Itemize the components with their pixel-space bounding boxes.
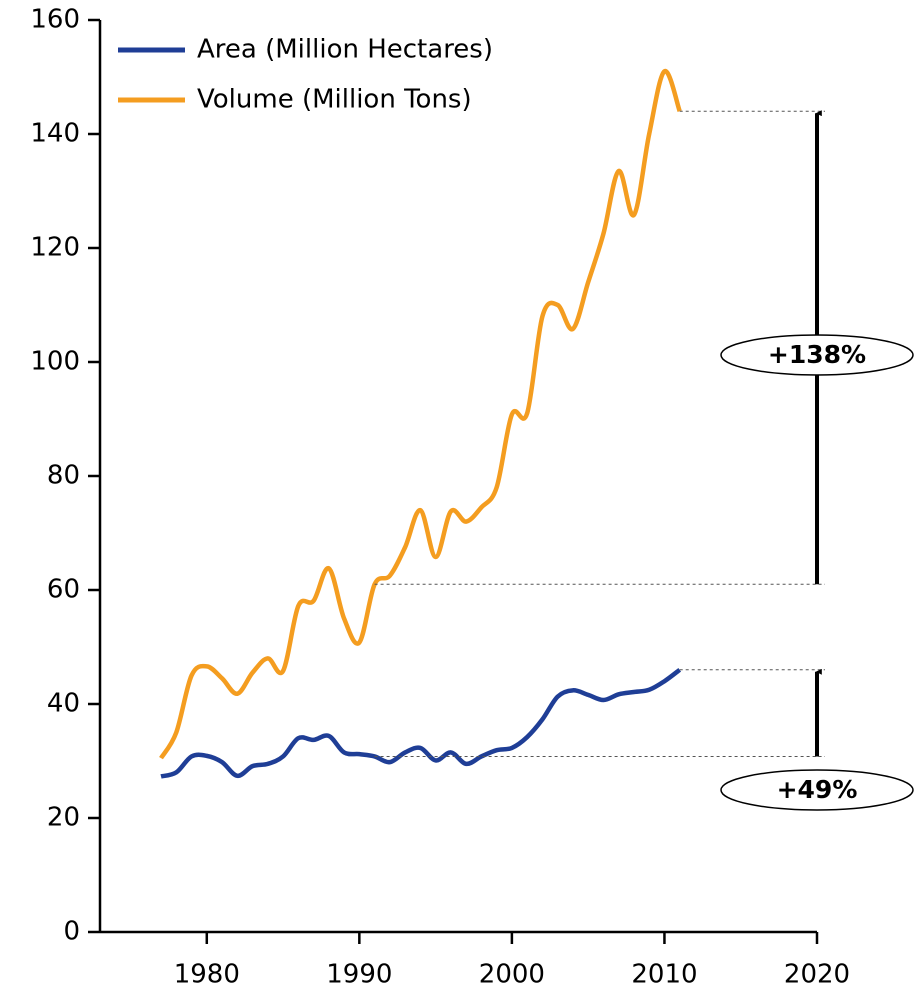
y-tick-label: 20 — [47, 803, 80, 833]
series-line — [159, 69, 682, 760]
annotation: +49% — [777, 775, 858, 804]
y-tick-label: 100 — [30, 347, 80, 377]
y-tick-label: 40 — [47, 689, 80, 719]
y-tick-label: 0 — [63, 917, 80, 947]
legend-label: Area (Million Hectares) — [197, 35, 493, 65]
y-tick-label: 120 — [30, 233, 80, 263]
legend-label: Volume (Million Tons) — [197, 85, 472, 115]
y-tick-label: 80 — [47, 461, 80, 491]
x-tick-label: 2020 — [784, 960, 850, 990]
y-tick-label: 60 — [47, 575, 80, 605]
x-tick-label: 2010 — [631, 960, 697, 990]
annotation-oval — [720, 769, 914, 811]
annotation: +138% — [768, 340, 866, 369]
x-tick-label: 1980 — [174, 960, 240, 990]
annotation-oval — [720, 334, 914, 376]
series-line — [160, 667, 682, 779]
y-tick-label: 140 — [30, 119, 80, 149]
y-tick-label: 160 — [30, 5, 80, 35]
x-tick-label: 2000 — [479, 960, 545, 990]
x-tick-label: 1990 — [326, 960, 392, 990]
